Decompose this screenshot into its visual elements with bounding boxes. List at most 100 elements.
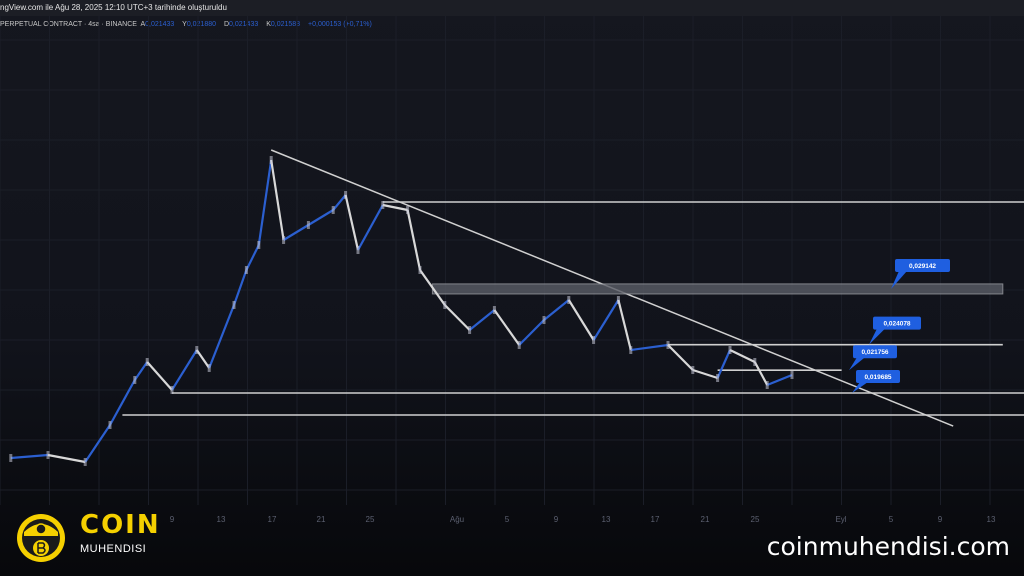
price-segment — [617, 299, 632, 351]
price-segment — [84, 424, 111, 463]
candle — [691, 365, 695, 374]
candle — [406, 205, 410, 214]
price-labels: 0,029142 0,024078 0,021756 0,019685 — [849, 258, 950, 393]
candle — [629, 345, 633, 354]
drawings — [122, 149, 1024, 427]
candle — [195, 345, 199, 354]
candle — [269, 155, 273, 164]
candle — [592, 335, 596, 344]
coin-muhendisi-logo-icon — [17, 514, 65, 562]
price-segment — [419, 269, 446, 306]
low-value: 0,021433 — [229, 21, 259, 28]
x-tick-label: 25 — [366, 515, 375, 524]
price-label-text: 0,021756 — [861, 349, 888, 356]
price-label-box — [873, 316, 921, 330]
price-label-pointer — [869, 328, 885, 345]
price-series — [9, 155, 794, 466]
price-segment — [332, 194, 347, 211]
x-tick-label: 5 — [889, 515, 894, 524]
price-segment — [109, 379, 136, 426]
price-segment — [518, 319, 545, 346]
website-url: coinmuhendisi.com — [766, 532, 1010, 561]
brand-coin: COIN — [80, 510, 161, 540]
price-segment — [133, 361, 149, 381]
price-segment — [208, 304, 236, 369]
candle — [443, 301, 447, 310]
snapshot-header: ngView.com ile Ağu 28, 2025 12:10 UTC+3 … — [0, 0, 1024, 16]
price-segment — [716, 349, 732, 379]
price-segment — [283, 224, 309, 241]
price-segment — [307, 209, 334, 226]
close-value: 0,021588 — [270, 21, 301, 28]
x-tick-label: 25 — [751, 515, 760, 524]
price-segment — [592, 299, 620, 341]
price-segment — [766, 373, 793, 387]
candle — [9, 454, 13, 463]
high-value: 0,021880 — [186, 21, 217, 28]
price-label-text: 0,029142 — [909, 263, 936, 270]
price-label-box — [853, 345, 897, 359]
price-segment — [270, 159, 285, 241]
price-segment — [468, 309, 496, 331]
open-label: A — [140, 21, 146, 28]
low-label: D — [223, 21, 230, 28]
price-label-pointer — [852, 382, 868, 393]
close-label: K — [266, 21, 271, 28]
x-tick-label: Eyl — [835, 515, 846, 524]
price-segment — [344, 194, 360, 251]
candle — [790, 371, 794, 380]
x-tick-label: 13 — [602, 515, 611, 524]
candle — [282, 235, 286, 244]
candle — [753, 357, 757, 366]
candle — [344, 191, 348, 200]
x-axis: 9 13 17 21 25 Ağu 5 9 13 17 21 25 Eyl 5 9 13 — [170, 515, 996, 524]
high-label: Y — [182, 21, 187, 28]
candle — [356, 245, 360, 254]
candle — [418, 265, 422, 274]
price-label-pointer — [849, 357, 865, 371]
price-segment — [382, 203, 408, 212]
candle — [468, 325, 472, 334]
candle — [145, 357, 149, 366]
price-segment — [406, 209, 422, 271]
candle — [244, 265, 248, 274]
candle — [765, 381, 769, 390]
x-tick-label: 13 — [217, 515, 226, 524]
price-segment — [567, 299, 595, 341]
price-segment — [10, 453, 49, 460]
candle — [257, 241, 261, 250]
change-value: +0,000153 (+0,71%) — [308, 21, 372, 28]
price-segment — [357, 204, 384, 251]
price-segment — [493, 309, 521, 346]
candle — [331, 205, 335, 214]
candle — [716, 373, 720, 382]
price-segment — [692, 368, 718, 380]
x-tick-label: 9 — [938, 515, 943, 524]
price-segment — [444, 304, 471, 331]
x-tick-label: 9 — [170, 515, 175, 524]
candle — [517, 341, 521, 350]
price-segment — [171, 349, 198, 391]
resistance-zone — [431, 283, 1004, 295]
x-tick-label: 5 — [505, 515, 510, 524]
price-segment — [146, 361, 173, 391]
candle — [306, 221, 310, 230]
price-label-box — [895, 258, 950, 272]
price-label-pointer — [891, 270, 907, 289]
candle — [108, 421, 112, 430]
price-segment — [543, 299, 570, 321]
x-tick-label: 17 — [651, 515, 660, 524]
price-segment — [257, 159, 273, 246]
price-label-text: 0,019685 — [864, 374, 891, 381]
price-segment — [195, 349, 211, 369]
candle — [170, 385, 174, 394]
candle — [728, 345, 732, 354]
x-tick-label: 17 — [268, 515, 277, 524]
x-tick-label: 21 — [317, 515, 326, 524]
open-value: 0,021433 — [145, 21, 175, 28]
brand-muhendisi: MUHENDISI — [80, 543, 147, 555]
price-segment — [630, 343, 669, 352]
symbol-text: PERPETUAL CONTRACT · 4sa · BINANCE — [0, 21, 137, 28]
candle — [232, 301, 236, 310]
